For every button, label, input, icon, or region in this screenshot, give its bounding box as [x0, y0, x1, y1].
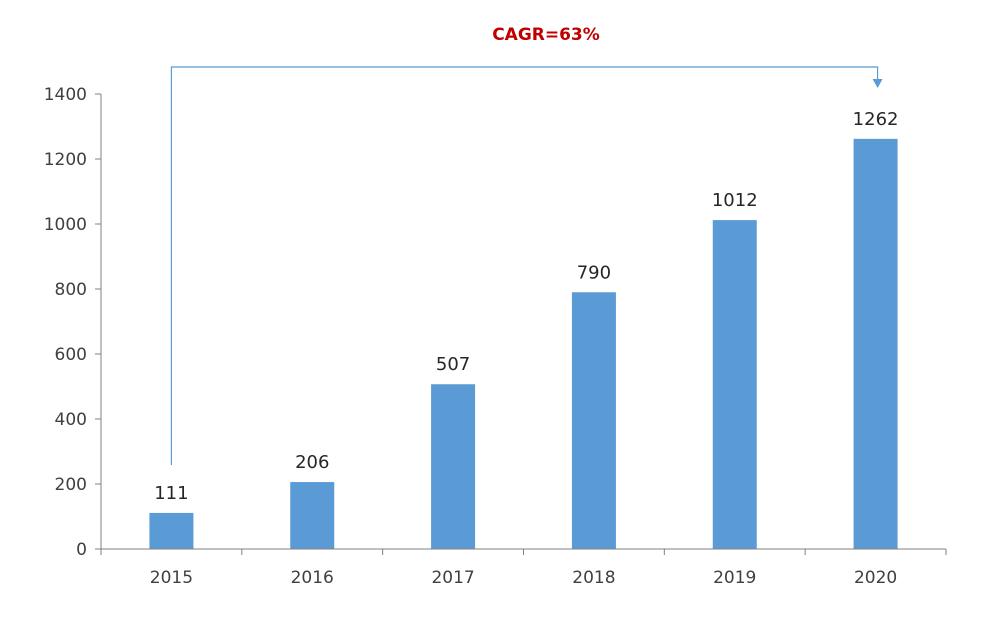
bar-2015: [149, 512, 194, 549]
y-tick-label-200: 200: [55, 475, 87, 495]
x-tick-label-2015: 2015: [150, 568, 193, 588]
x-tick-label-2016: 2016: [291, 568, 334, 588]
x-tick-label-2018: 2018: [572, 568, 615, 588]
cagr-bracket-line: [170, 66, 879, 465]
bar-2020: [853, 138, 898, 549]
bars-layer: [149, 138, 898, 549]
cagr-annotation: CAGR=63%: [170, 25, 883, 465]
data-label-2018: 790: [577, 262, 611, 283]
data-label-2020: 1262: [853, 109, 899, 130]
y-tick-label-400: 400: [55, 410, 87, 430]
data-label-2016: 206: [295, 452, 329, 473]
y-tick-label-1400: 1400: [44, 85, 87, 105]
y-tick-label-1000: 1000: [44, 215, 87, 235]
y-tick-label-800: 800: [55, 280, 87, 300]
bar-2016: [290, 482, 335, 549]
bar-2019: [712, 220, 757, 549]
data-label-2017: 507: [436, 354, 470, 375]
y-tick-label-600: 600: [55, 345, 87, 365]
bar-2018: [571, 292, 616, 549]
x-tick-label-2017: 2017: [431, 568, 474, 588]
x-tick-label-2020: 2020: [854, 568, 897, 588]
cagr-arrow-head: [872, 79, 883, 88]
y-tick-label-1200: 1200: [44, 150, 87, 170]
data-label-2019: 1012: [712, 190, 758, 211]
y-tick-label-0: 0: [76, 540, 87, 560]
cagr-label: CAGR=63%: [492, 25, 600, 45]
axes-layer: 0 200 400 600 800 1000 1200 1400 2015 2016 2017 201…: [44, 85, 947, 588]
bar-2017: [431, 384, 476, 549]
data-labels-layer: 111 206 507 790 1012 1262: [154, 109, 898, 504]
x-tick-label-2019: 2019: [713, 568, 756, 588]
data-label-2015: 111: [154, 483, 188, 504]
